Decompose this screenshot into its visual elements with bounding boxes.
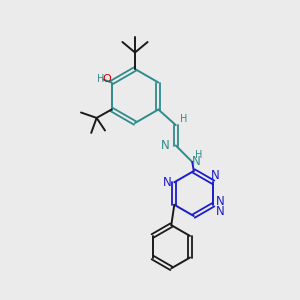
Text: N: N [192,155,201,169]
Text: N: N [163,176,172,189]
Text: O: O [102,74,111,84]
Text: H: H [195,150,203,161]
Text: N: N [215,195,224,208]
Text: N: N [161,139,170,152]
Text: H: H [180,114,187,124]
Text: N: N [215,205,224,218]
Text: H: H [97,74,104,84]
Text: N: N [210,169,219,182]
